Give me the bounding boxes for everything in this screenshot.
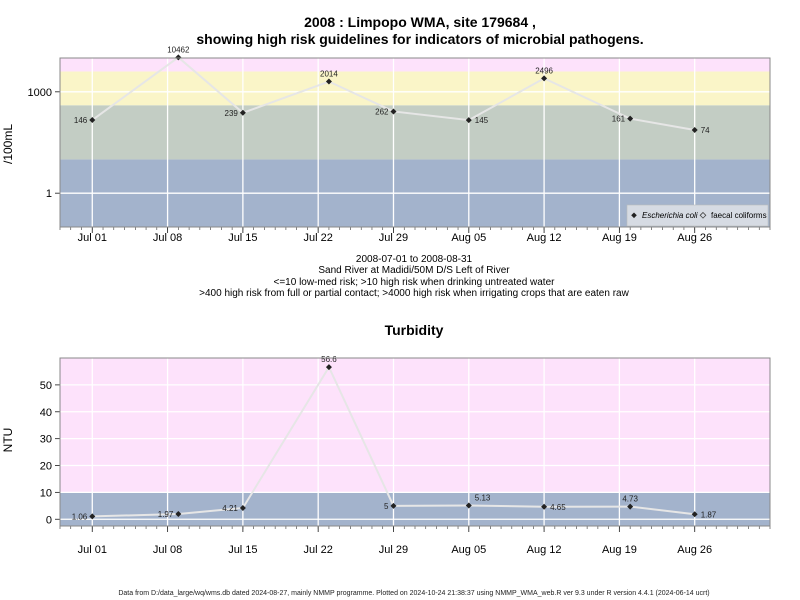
plot-frame — [59, 57, 771, 228]
legend-entry-faecal-coliforms: faecal coliforms — [711, 211, 767, 220]
turbidity-series: 1.06 1.97 4.21 56.6 5 5.13 4.65 4.73 1.87 — [72, 355, 717, 521]
risk-band-4 — [60, 58, 770, 72]
plot-frame — [59, 357, 771, 527]
data-point — [175, 510, 182, 517]
ecoli-series: 146 10462 239 2014 262 145 2496 161 74 — [74, 45, 710, 135]
x-tick-label: Jul 08 — [153, 232, 182, 244]
data-label: 74 — [701, 126, 710, 135]
legend-box — [626, 204, 769, 227]
data-label: 146 — [74, 116, 88, 125]
data-point — [541, 503, 548, 510]
x-tick-label: Jul 22 — [304, 232, 333, 244]
x-tick-label: Aug 26 — [677, 544, 712, 556]
legend-marker-filled-diamond — [631, 212, 637, 219]
data-label: 56.6 — [321, 355, 337, 364]
legend-entry-ecoli: Escherichia coli — [642, 211, 698, 220]
caption-line-1: 2008-07-01 to 2008-08-31 — [356, 254, 473, 265]
data-point — [325, 364, 332, 371]
microbial-chart: 2008 : Limpopo WMA, site 179684 , showin… — [1, 14, 771, 299]
x-tick-label: Jul 29 — [379, 232, 408, 244]
data-point — [89, 513, 96, 520]
data-label: 10462 — [167, 45, 190, 54]
data-label: 4.21 — [222, 504, 238, 513]
data-point — [541, 75, 548, 82]
risk-band-2 — [60, 358, 770, 493]
x-tick-label: Jul 15 — [228, 232, 257, 244]
data-label: 262 — [375, 107, 389, 116]
caption-line-2: Sand River at Madidi/50M D/S Left of Riv… — [318, 265, 510, 276]
y-tick-label: 40 — [40, 407, 52, 419]
legend: Escherichia coli faecal coliforms — [626, 204, 769, 227]
data-label: 4.65 — [550, 503, 566, 512]
footer-note: Data from D:/data_large/wq/wms.db dated … — [118, 590, 709, 597]
x-axis-ticks: Jul 01 Jul 08 Jul 15 Jul 22 Jul 29 Aug 05 Aug … — [59, 227, 771, 244]
y-axis-ticks: 0 10 20 30 40 50 — [40, 380, 60, 526]
y-axis-label: /100mL — [1, 124, 15, 164]
data-point — [465, 502, 472, 509]
y-tick-label: 50 — [40, 380, 52, 392]
grid-lines — [60, 58, 770, 227]
x-tick-label: Aug 26 — [677, 232, 712, 244]
y-tick-label: 1000 — [28, 87, 52, 99]
data-label: 1.87 — [701, 510, 717, 519]
risk-bands — [60, 58, 770, 227]
x-tick-label: Jul 01 — [78, 232, 107, 244]
data-label: 161 — [612, 115, 626, 124]
data-label: 5 — [384, 502, 389, 511]
data-point — [325, 78, 332, 85]
data-point — [390, 108, 397, 115]
y-tick-label: 1 — [46, 188, 52, 200]
data-label: 5.13 — [475, 493, 491, 502]
data-point — [465, 117, 472, 124]
turbidity-title: Turbidity — [385, 322, 444, 338]
y-axis-ticks: 1 1000 — [28, 87, 60, 200]
chart-title-line-1: 2008 : Limpopo WMA, site 179684 , — [304, 14, 536, 30]
x-tick-label: Aug 12 — [527, 232, 562, 244]
caption-line-4: >400 high risk from full or partial cont… — [199, 288, 629, 299]
data-label: 145 — [475, 116, 489, 125]
data-point — [239, 504, 246, 511]
y-axis-label: NTU — [1, 428, 15, 453]
chart-title-line-2: showing high risk guidelines for indicat… — [196, 31, 643, 47]
data-label: 1.06 — [72, 512, 88, 521]
data-point — [691, 511, 698, 518]
data-point — [175, 54, 182, 61]
data-label: 1.97 — [158, 510, 174, 519]
data-point — [89, 117, 96, 124]
y-tick-label: 30 — [40, 434, 52, 446]
y-tick-label: 10 — [40, 487, 52, 499]
data-point — [691, 127, 698, 134]
y-tick-label: 0 — [46, 514, 52, 526]
x-axis-ticks: Jul 01 Jul 08 Jul 15 Jul 22 Jul 29 Aug 05 Aug … — [59, 526, 771, 556]
data-label: 239 — [225, 109, 239, 118]
x-tick-label: Aug 19 — [602, 232, 637, 244]
risk-band-3 — [60, 71, 770, 106]
data-point — [239, 109, 246, 116]
caption-line-3: <=10 low-med risk; >10 high risk when dr… — [274, 277, 556, 288]
x-tick-label: Jul 08 — [153, 544, 182, 556]
x-tick-label: Aug 19 — [602, 544, 637, 556]
data-point — [390, 502, 397, 509]
data-label: 2014 — [320, 70, 338, 79]
y-tick-label: 20 — [40, 461, 52, 473]
x-tick-label: Aug 05 — [451, 232, 486, 244]
x-tick-label: Aug 12 — [527, 544, 562, 556]
grid-lines — [60, 358, 770, 526]
x-tick-label: Jul 15 — [228, 544, 257, 556]
data-label: 2496 — [535, 66, 553, 75]
x-tick-label: Jul 22 — [304, 544, 333, 556]
legend-marker-open-diamond — [699, 211, 707, 219]
risk-bands — [60, 358, 770, 526]
x-tick-label: Jul 01 — [78, 544, 107, 556]
data-point — [627, 115, 634, 122]
data-label: 4.73 — [622, 495, 638, 504]
data-point — [627, 503, 634, 510]
turbidity-chart: Turbidity Jul 01 Jul 08 Jul 15 Jul 22 Jul 29… — [1, 322, 771, 556]
x-tick-label: Jul 29 — [379, 544, 408, 556]
x-tick-label: Aug 05 — [451, 544, 486, 556]
